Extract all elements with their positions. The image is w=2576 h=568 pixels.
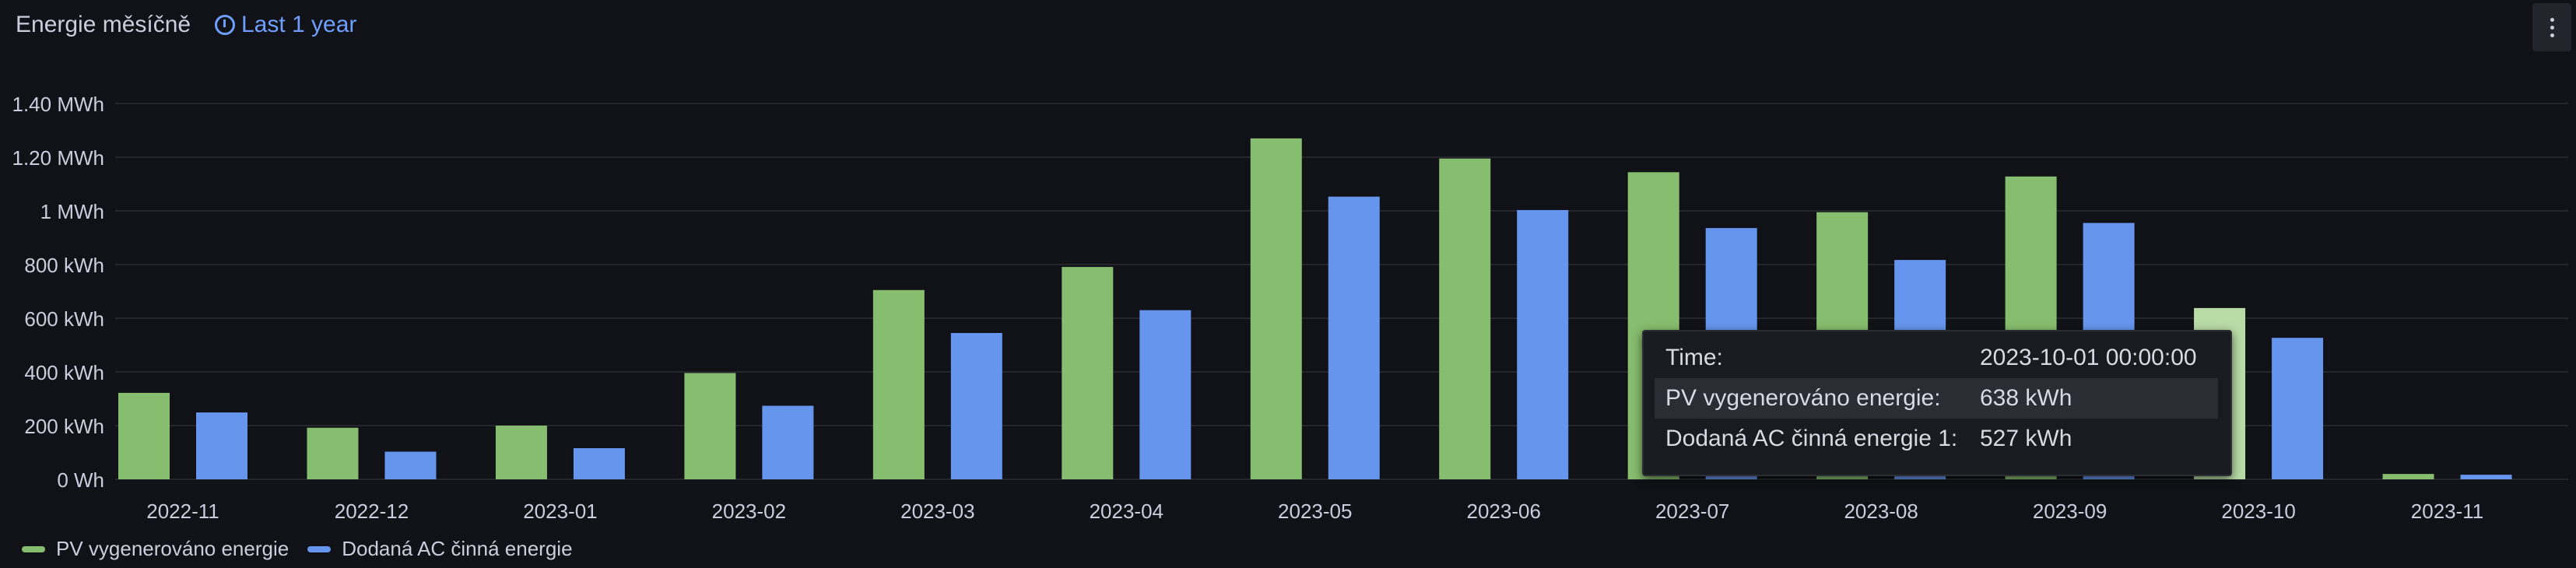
bar-ac-2023-11[interactable] [2460,475,2512,479]
bar-ac-2023-06[interactable] [1517,209,1569,479]
bar-ac-2023-01[interactable] [573,447,625,479]
panel-header: Energie měsíčně Last 1 year [0,0,2576,54]
bar-pv-2023-01[interactable] [495,426,547,479]
x-tick-label: 2023-10 [2221,500,2295,523]
more-vertical-icon [2550,17,2554,37]
y-tick-label: 1.40 MWh [12,93,105,116]
bar-ac-2022-12[interactable] [384,451,437,479]
y-tick-label: 200 kWh [24,415,104,438]
y-tick-label: 1 MWh [40,200,104,223]
x-tick-label: 2023-09 [2033,500,2107,523]
y-tick-label: 400 kWh [24,361,104,384]
tooltip-value: 638 kWh [1980,385,2072,411]
legend-item-ac[interactable]: Dodaná AC činná energie [307,537,573,561]
bar-pv-2023-04[interactable] [1062,267,1114,479]
y-tick-label: 800 kWh [24,254,104,277]
x-tick-label: 2023-04 [1090,500,1163,523]
y-tick-label: 0 Wh [57,468,104,492]
bar-ac-2023-03[interactable] [950,332,1002,479]
y-tick-label: 600 kWh [24,307,104,331]
x-tick-label: 2023-03 [900,500,974,523]
bar-pv-2023-06[interactable] [1439,158,1491,479]
bar-pv-2023-11[interactable] [2382,474,2434,479]
legend-label-ac: Dodaná AC činná energie [342,537,573,560]
x-tick-label: 2023-02 [712,500,786,523]
legend-swatch-ac [307,545,332,552]
x-tick-label: 2022-11 [146,500,219,523]
bar-pv-2023-03[interactable] [872,289,925,479]
legend-item-pv[interactable]: PV vygenerováno energie [22,537,289,561]
tooltip-value: 2023-10-01 00:00:00 [1980,345,2197,370]
bar-pv-2022-11[interactable] [118,392,170,479]
x-tick-label: 2023-11 [2411,500,2484,523]
bar-ac-2023-02[interactable] [762,405,814,479]
legend-label-pv: PV vygenerováno energie [56,537,290,560]
tooltip-label: Dodaná AC činná energie 1: [1665,426,1958,451]
tooltip-value: 527 kWh [1980,426,2072,451]
bar-pv-2023-02[interactable] [684,373,736,479]
legend-swatch-pv [22,545,45,552]
tooltip: Time: 2023-10-01 00:00:00 PV vygenerován… [1642,330,2232,476]
y-axis-ticks: 0 Wh 200 kWh 400 kWh 600 kWh 800 kWh 1 MWh 1.2… [12,93,105,492]
time-range-picker[interactable]: Last 1 year [215,12,356,38]
bar-ac-2022-11[interactable] [196,412,247,479]
bar-pv-2022-12[interactable] [307,427,359,479]
bar-ac-2023-05[interactable] [1328,196,1380,479]
tooltip-label: Time: [1665,345,1723,370]
bar-pv-2023-05[interactable] [1250,138,1302,479]
bar-ac-2023-04[interactable] [1139,310,1191,479]
time-range-label: Last 1 year [241,12,357,37]
x-tick-label: 2023-05 [1278,500,1352,523]
tooltip-row-time: Time: 2023-10-01 00:00:00 [1655,338,2218,378]
clock-icon [215,15,235,35]
x-tick-label: 2023-08 [1844,500,1918,523]
tooltip-label: PV vygenerováno energie: [1665,385,1941,411]
y-tick-label: 1.20 MWh [12,146,105,170]
tooltip-row-ac: Dodaná AC činná energie 1: 527 kWh [1655,419,2218,459]
panel-menu-button[interactable] [2532,3,2571,51]
x-tick-label: 2022-12 [335,500,409,523]
x-tick-label: 2023-07 [1655,500,1729,523]
x-tick-label: 2023-06 [1467,500,1541,523]
x-axis-ticks: 2022-11 2022-12 2023-01 2023-02 2023-03 2023-… [146,500,2483,523]
bar-ac-2023-10[interactable] [2272,338,2324,479]
x-tick-label: 2023-01 [523,500,597,523]
panel-title: Energie měsíčně [16,12,191,37]
tooltip-row-pv: PV vygenerováno energie: 638 kWh [1655,378,2218,419]
legend: PV vygenerováno energie Dodaná AC činná … [22,537,573,561]
